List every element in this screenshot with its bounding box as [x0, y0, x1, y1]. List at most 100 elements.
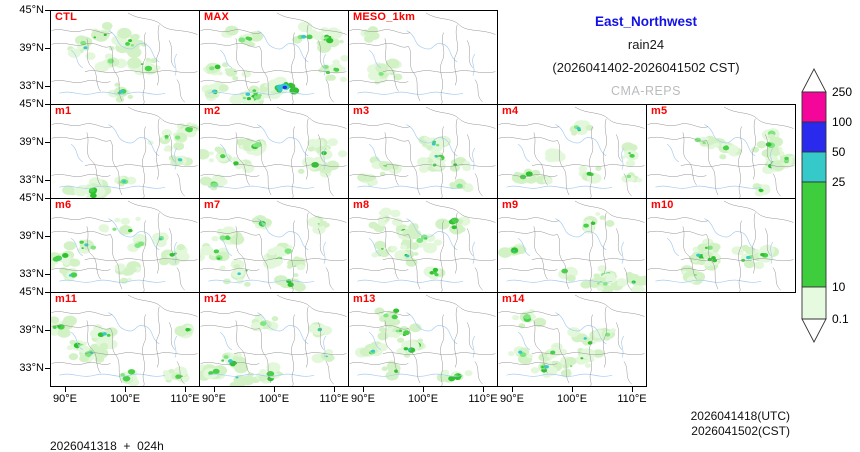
map-image — [200, 12, 348, 104]
boundary-line — [84, 70, 198, 74]
map-image — [51, 12, 198, 104]
footer-valid-cst: 2026041502(CST) — [691, 424, 790, 438]
boundary-line — [723, 200, 794, 223]
river-line — [174, 147, 178, 170]
boundary-line — [574, 106, 645, 129]
x-axis-tick — [185, 387, 186, 392]
boundary-line — [127, 12, 198, 35]
colorbar-segment — [801, 151, 827, 183]
boundary-line — [589, 220, 594, 292]
boundary-line — [235, 226, 250, 280]
boundary-line — [602, 212, 607, 274]
river-line — [368, 49, 382, 69]
panel-label-m4: m4 — [502, 105, 519, 117]
map-panel-m6: m6 — [50, 198, 200, 293]
x-axis-tick — [65, 387, 66, 392]
boundary-line — [155, 306, 160, 368]
boundary-line — [110, 328, 123, 384]
boundary-line — [51, 362, 111, 365]
river-line — [323, 335, 327, 358]
boundary-line — [168, 40, 176, 68]
boundary-line — [738, 126, 743, 198]
boundary-line — [680, 164, 794, 168]
boundary-line — [291, 314, 296, 386]
boundary-line — [176, 267, 185, 291]
panel-label-m10: m10 — [651, 199, 674, 211]
boundary-line — [531, 258, 645, 262]
x-axis-tick — [632, 387, 633, 392]
y-axis-tick — [45, 368, 50, 369]
panel-label-m1: m1 — [55, 105, 72, 117]
boundary-line — [349, 42, 409, 48]
title-period: (2026041402-2026041502 CST) — [552, 60, 740, 75]
boundary-line — [498, 324, 558, 330]
boundary-line — [533, 320, 548, 374]
river-line — [406, 218, 458, 251]
river-line — [517, 143, 531, 163]
boundary-line — [557, 234, 570, 290]
river-line — [621, 147, 625, 170]
boundary-line — [325, 267, 334, 291]
x-axis-tick — [572, 387, 573, 392]
boundary-line — [498, 362, 558, 365]
boundary-line — [425, 12, 496, 35]
boundary-line — [474, 173, 483, 197]
map-panel-m4: m4 — [497, 104, 647, 199]
boundary-line — [84, 352, 198, 356]
boundary-line — [349, 29, 411, 34]
boundary-line — [276, 200, 347, 223]
y-axis-label: 45°N — [19, 286, 44, 298]
boundary-line — [349, 123, 411, 128]
colorbar: 250 100 50 25 10 0.1 — [801, 64, 860, 355]
map-image — [647, 200, 794, 292]
river-line — [506, 373, 613, 377]
boundary-line — [647, 268, 707, 271]
colorbar-label: 0.1 — [832, 312, 849, 326]
river-line — [406, 124, 458, 157]
boundary-line — [602, 118, 607, 180]
river-line — [555, 312, 607, 345]
boundary-line — [200, 80, 260, 83]
colorbar-label: 50 — [832, 145, 846, 159]
boundary-line — [498, 230, 558, 236]
boundary-line — [127, 106, 198, 129]
boundary-line — [425, 200, 496, 223]
y-axis-tick — [45, 48, 50, 49]
map-panel-m14: m14 — [497, 292, 647, 387]
boundary-line — [142, 314, 147, 386]
map-image — [349, 106, 496, 198]
river-line — [621, 241, 625, 264]
boundary-line — [200, 324, 260, 330]
panel-label-m11: m11 — [55, 293, 78, 305]
boundary-line — [531, 164, 645, 168]
boundary-line — [382, 352, 496, 356]
colorbar-label: 10 — [832, 280, 846, 294]
river-line — [257, 218, 309, 251]
boundary-line — [589, 314, 594, 386]
map-panel-m8: m8 — [348, 198, 498, 293]
x-axis-tick — [423, 387, 424, 392]
boundary-line — [51, 136, 111, 142]
boundary-line — [764, 228, 772, 256]
river-line — [323, 53, 327, 76]
boundary-line — [440, 126, 445, 198]
x-axis-label: 100°E — [407, 393, 439, 405]
boundary-line — [142, 32, 147, 104]
boundary-line — [384, 226, 399, 280]
y-axis-label: 45°N — [19, 192, 44, 204]
river-line — [70, 49, 84, 69]
y-axis-tick — [45, 292, 50, 293]
boundary-line — [200, 217, 262, 222]
boundary-line — [589, 126, 594, 198]
river-line — [219, 143, 233, 163]
boundary-line — [200, 42, 260, 48]
boundary-line — [51, 268, 111, 271]
title-region: East_Northwest — [594, 14, 698, 29]
boundary-line — [304, 24, 309, 86]
panel-label-m6: m6 — [55, 199, 72, 211]
boundary-line — [615, 322, 623, 350]
panel-label-m9: m9 — [502, 199, 519, 211]
x-axis-label: 110°E — [617, 393, 647, 405]
river-line — [108, 218, 160, 251]
panel-label-m2: m2 — [204, 105, 221, 117]
